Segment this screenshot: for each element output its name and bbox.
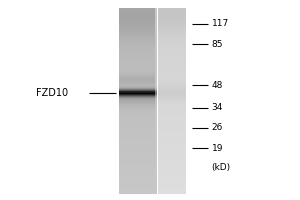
Text: FZD10: FZD10	[36, 88, 68, 98]
Text: 117: 117	[212, 19, 229, 28]
Text: 19: 19	[212, 144, 223, 153]
Text: 85: 85	[212, 40, 223, 49]
Text: (kD): (kD)	[212, 163, 231, 172]
Text: 26: 26	[212, 123, 223, 132]
Text: 48: 48	[212, 81, 223, 90]
Text: 34: 34	[212, 103, 223, 112]
